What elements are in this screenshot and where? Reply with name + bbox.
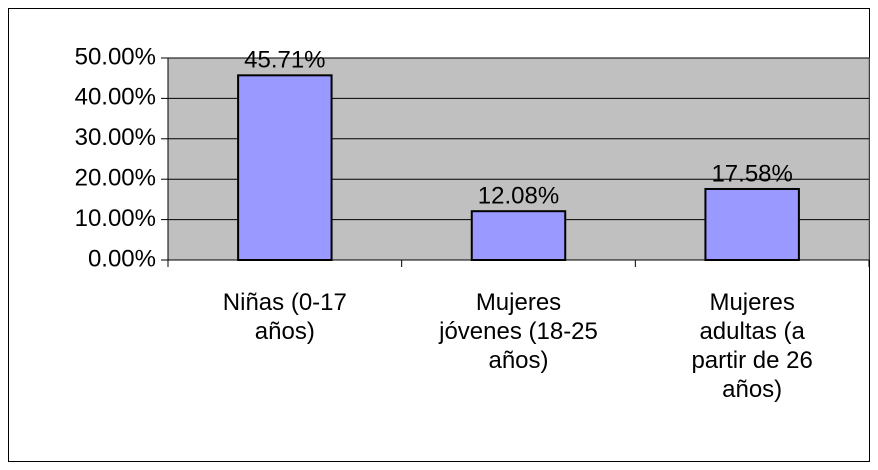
data-label: 17.58% (711, 160, 792, 187)
y-tick-label: 30.00% (75, 124, 156, 151)
data-label: 45.71% (244, 47, 325, 74)
x-tick-label: Niñas (0-17 años) (222, 289, 347, 345)
data-label: 12.08% (478, 183, 559, 210)
y-tick-label: 10.00% (75, 205, 156, 232)
y-tick-label: 40.00% (75, 84, 156, 111)
x-tick-label: Mujeres adultas (a partir de 26 años) (691, 289, 813, 403)
bar (237, 74, 333, 261)
bar (704, 187, 800, 262)
y-tick-label: 20.00% (75, 165, 156, 192)
bar (470, 210, 567, 261)
y-tick-label: 0.00% (88, 245, 156, 272)
x-tick-label: Mujeres jóvenes (18-25 años) (439, 289, 598, 374)
y-tick-label: 50.00% (75, 43, 156, 70)
